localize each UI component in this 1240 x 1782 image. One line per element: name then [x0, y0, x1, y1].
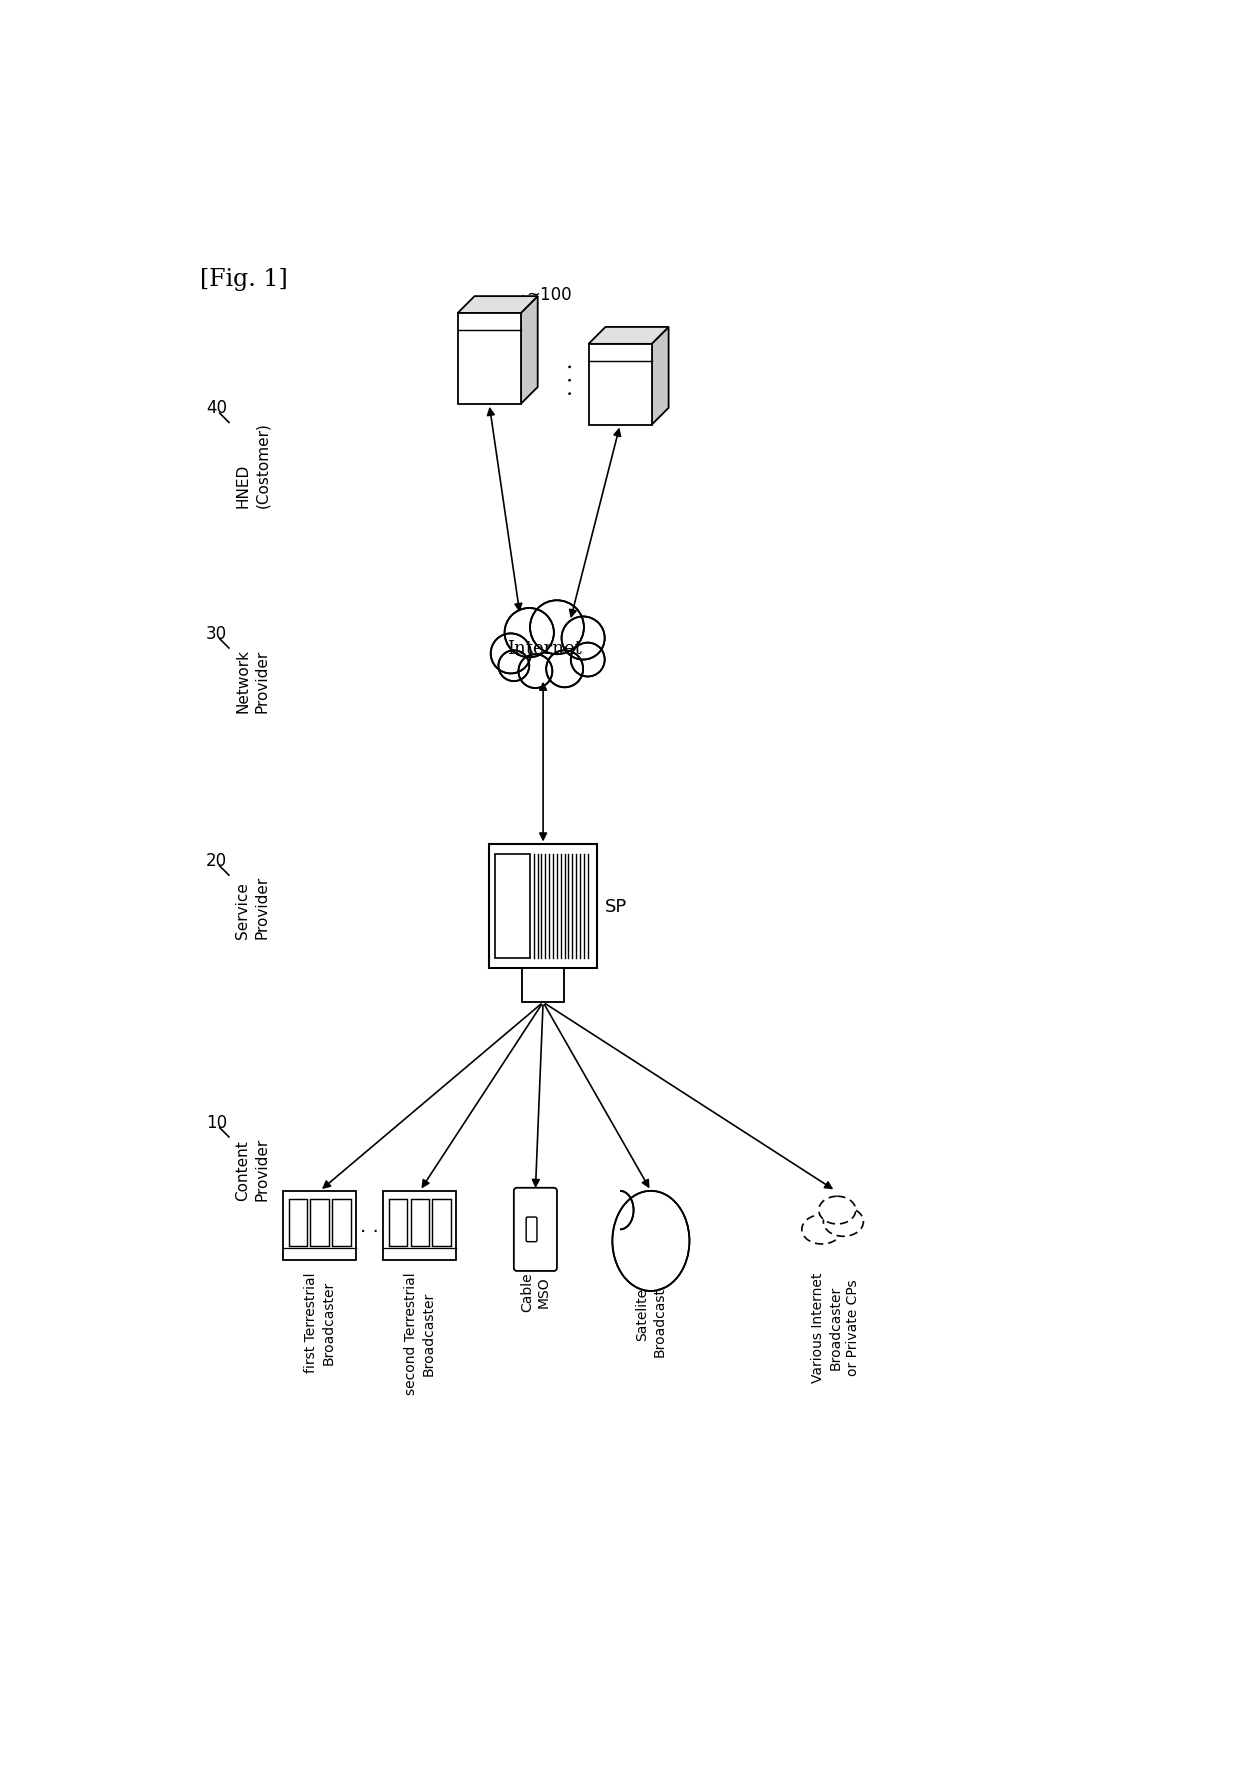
Ellipse shape — [613, 1190, 689, 1292]
Text: Network
Provider: Network Provider — [236, 649, 270, 713]
Bar — [433, 1199, 451, 1247]
Text: HNED
(Costomer): HNED (Costomer) — [236, 422, 270, 508]
Text: 10: 10 — [206, 1114, 227, 1132]
Ellipse shape — [614, 1192, 688, 1290]
Text: 40: 40 — [206, 399, 227, 417]
Polygon shape — [589, 328, 668, 344]
Bar — [283, 1190, 356, 1260]
Text: Satelite
Broadcaster: Satelite Broadcaster — [635, 1272, 667, 1356]
Text: Cable
MSO: Cable MSO — [520, 1272, 551, 1312]
Ellipse shape — [818, 1196, 856, 1224]
Circle shape — [505, 609, 554, 658]
Circle shape — [562, 617, 605, 659]
Circle shape — [529, 601, 584, 654]
Bar — [495, 854, 529, 959]
Text: . . .: . . . — [557, 362, 575, 396]
Text: Various Internet
Broadcaster
or Private CPs: Various Internet Broadcaster or Private … — [811, 1272, 861, 1383]
Polygon shape — [589, 344, 652, 426]
Text: [Fig. 1]: [Fig. 1] — [201, 267, 288, 290]
Bar — [388, 1199, 408, 1247]
Circle shape — [570, 643, 605, 677]
FancyBboxPatch shape — [526, 1217, 537, 1242]
Text: Content
Provider: Content Provider — [236, 1137, 270, 1201]
Text: Client-a: Client-a — [484, 339, 498, 397]
Text: . .: . . — [361, 1217, 379, 1235]
Text: ~100: ~100 — [526, 285, 572, 303]
Bar — [522, 968, 564, 1003]
Text: Client-n: Client-n — [614, 364, 629, 422]
Bar — [410, 1199, 429, 1247]
Ellipse shape — [802, 1215, 842, 1244]
Circle shape — [491, 634, 531, 674]
Ellipse shape — [823, 1208, 863, 1237]
Circle shape — [518, 654, 552, 688]
Bar — [490, 845, 596, 968]
Text: Service
Provider: Service Provider — [236, 875, 270, 939]
Bar — [289, 1199, 308, 1247]
Text: Internet: Internet — [507, 640, 582, 658]
Text: second Terrestrial
Broadcaster: second Terrestrial Broadcaster — [404, 1272, 435, 1395]
Text: 30: 30 — [206, 624, 227, 642]
Polygon shape — [521, 298, 538, 405]
Polygon shape — [652, 328, 668, 426]
Bar — [332, 1199, 351, 1247]
Polygon shape — [458, 298, 538, 314]
Circle shape — [498, 650, 529, 683]
Bar — [310, 1199, 329, 1247]
FancyBboxPatch shape — [513, 1189, 557, 1271]
Text: 20: 20 — [206, 852, 227, 870]
Text: first Terrestrial
Broadcaster: first Terrestrial Broadcaster — [304, 1272, 336, 1372]
Polygon shape — [458, 314, 521, 405]
Circle shape — [546, 650, 583, 688]
Bar — [383, 1190, 456, 1260]
Text: SP: SP — [605, 898, 627, 916]
Polygon shape — [491, 601, 605, 688]
